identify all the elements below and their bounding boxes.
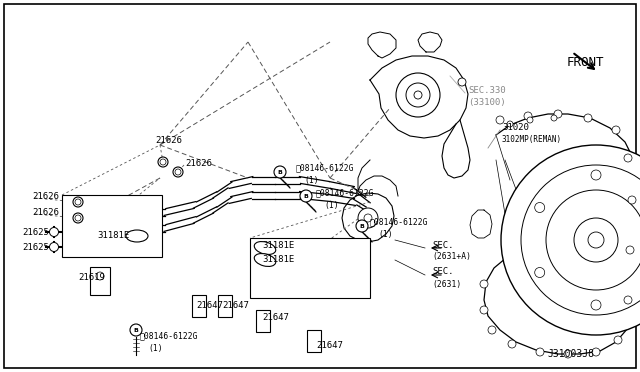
Circle shape: [564, 350, 572, 358]
Circle shape: [300, 190, 312, 202]
Text: 21626: 21626: [155, 135, 182, 144]
Circle shape: [588, 232, 604, 248]
Circle shape: [628, 196, 636, 204]
Text: 21647: 21647: [316, 340, 343, 350]
Bar: [256, 310, 270, 332]
Circle shape: [591, 300, 601, 310]
Circle shape: [554, 110, 562, 118]
Ellipse shape: [254, 254, 276, 266]
Circle shape: [175, 169, 181, 175]
Text: 21626: 21626: [32, 208, 59, 217]
Text: FRONT: FRONT: [567, 55, 605, 68]
Circle shape: [73, 213, 83, 223]
Ellipse shape: [254, 241, 276, 254]
Circle shape: [574, 218, 618, 262]
Text: Ⓑ08146-6122G: Ⓑ08146-6122G: [370, 218, 429, 227]
Text: (2631+A): (2631+A): [432, 253, 471, 262]
Circle shape: [551, 115, 557, 121]
Text: B: B: [303, 193, 308, 199]
Text: (1): (1): [148, 343, 163, 353]
Text: 21647: 21647: [262, 314, 289, 323]
Text: 3102MP(REMAN): 3102MP(REMAN): [502, 135, 562, 144]
Circle shape: [49, 243, 58, 251]
Circle shape: [480, 280, 488, 288]
Circle shape: [546, 190, 640, 290]
Text: Ⓑ08146-6122G: Ⓑ08146-6122G: [316, 189, 374, 198]
Text: (1): (1): [304, 176, 319, 185]
Circle shape: [396, 73, 440, 117]
Bar: [250, 238, 370, 298]
Text: B: B: [278, 170, 282, 174]
Bar: [192, 295, 206, 317]
Text: 31020: 31020: [502, 122, 529, 131]
Circle shape: [96, 272, 104, 280]
Text: 31181E: 31181E: [97, 231, 129, 240]
Text: 21626: 21626: [32, 192, 59, 201]
Circle shape: [508, 340, 516, 348]
Text: 21625: 21625: [22, 244, 49, 253]
Circle shape: [527, 117, 533, 123]
Text: (2631): (2631): [432, 279, 461, 289]
Ellipse shape: [126, 230, 148, 242]
Bar: [90, 267, 110, 295]
Text: SEC.: SEC.: [432, 267, 454, 276]
Text: SEC.330: SEC.330: [468, 86, 506, 94]
Text: 21619: 21619: [78, 273, 105, 282]
Text: B: B: [134, 327, 138, 333]
Circle shape: [521, 165, 640, 315]
Circle shape: [626, 246, 634, 254]
Circle shape: [414, 91, 422, 99]
Circle shape: [507, 121, 513, 127]
Circle shape: [624, 154, 632, 162]
Text: 21647: 21647: [196, 301, 223, 310]
Circle shape: [158, 157, 168, 167]
Text: SEC.: SEC.: [432, 241, 454, 250]
Text: 21625: 21625: [22, 228, 49, 237]
Circle shape: [534, 202, 545, 212]
Text: B: B: [360, 224, 364, 228]
Circle shape: [592, 348, 600, 356]
Circle shape: [591, 170, 601, 180]
Circle shape: [536, 348, 544, 356]
Circle shape: [173, 167, 183, 177]
Circle shape: [73, 197, 83, 207]
Circle shape: [534, 267, 545, 278]
Text: Ⓑ08146-6122G: Ⓑ08146-6122G: [140, 331, 198, 340]
Circle shape: [160, 159, 166, 165]
Bar: [62, 195, 162, 257]
Circle shape: [406, 83, 430, 107]
Circle shape: [524, 112, 532, 120]
Text: (1): (1): [324, 201, 339, 209]
Circle shape: [488, 326, 496, 334]
Circle shape: [614, 336, 622, 344]
Circle shape: [584, 114, 592, 122]
Text: 21626: 21626: [185, 158, 212, 167]
Circle shape: [358, 208, 378, 228]
Circle shape: [130, 324, 142, 336]
Circle shape: [496, 116, 504, 124]
Text: 31181E: 31181E: [262, 241, 294, 250]
Circle shape: [49, 228, 58, 237]
Bar: [218, 295, 232, 317]
Text: (33100): (33100): [468, 97, 506, 106]
Circle shape: [501, 145, 640, 335]
Text: 21647: 21647: [222, 301, 249, 310]
Circle shape: [356, 220, 368, 232]
Text: (1): (1): [378, 230, 392, 238]
Circle shape: [624, 296, 632, 304]
Bar: [307, 330, 321, 352]
Circle shape: [75, 199, 81, 205]
Text: Ⓑ08146-6122G: Ⓑ08146-6122G: [296, 164, 355, 173]
Circle shape: [364, 214, 372, 222]
Text: 31181E: 31181E: [262, 254, 294, 263]
Circle shape: [480, 306, 488, 314]
Text: J31003J8: J31003J8: [547, 349, 594, 359]
Circle shape: [612, 126, 620, 134]
Circle shape: [458, 78, 466, 86]
Circle shape: [274, 166, 286, 178]
Circle shape: [75, 215, 81, 221]
